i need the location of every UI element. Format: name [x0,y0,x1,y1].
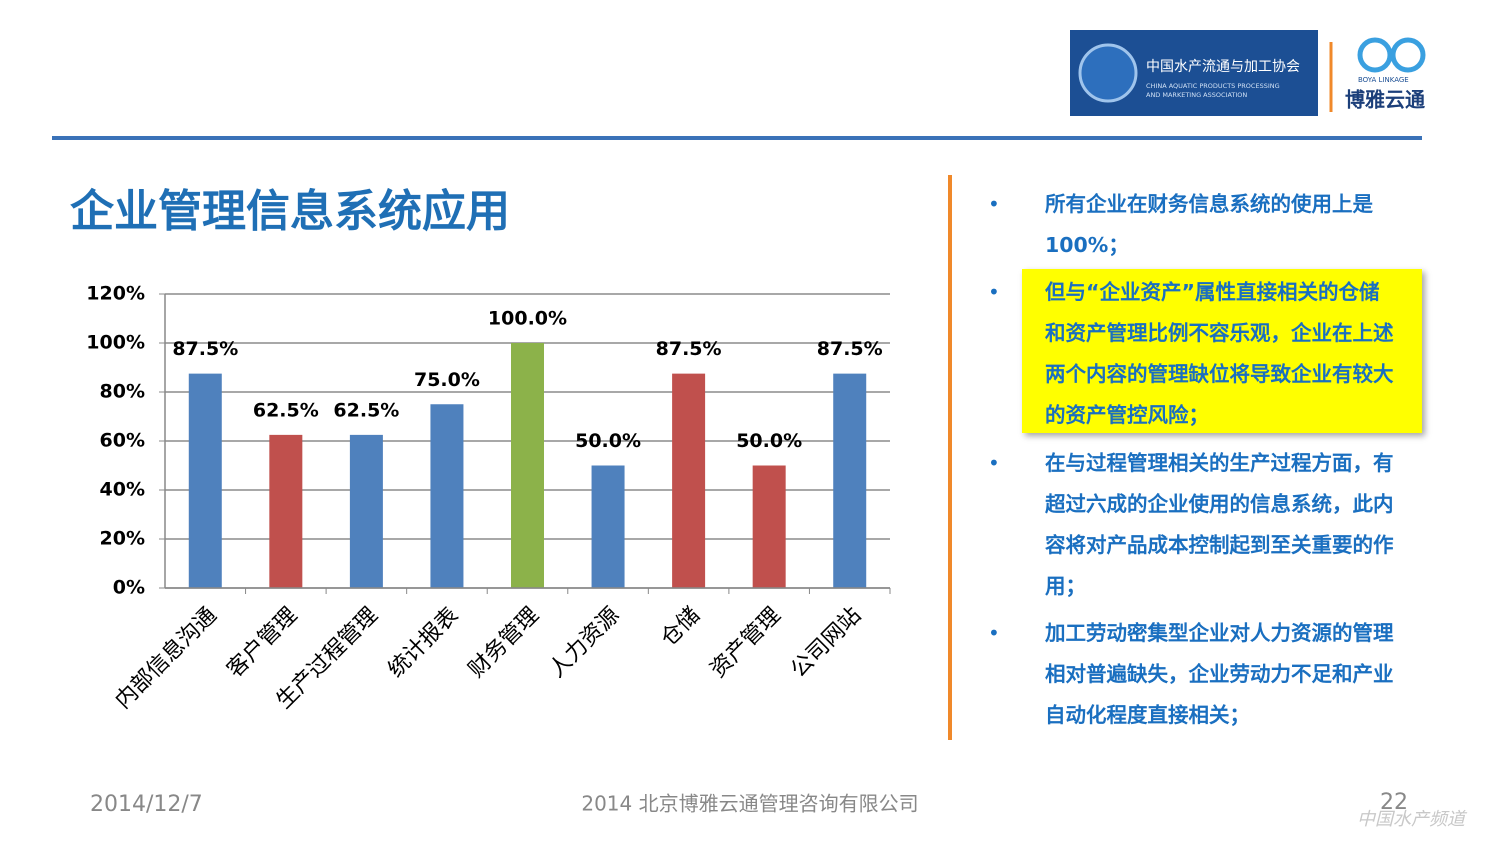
data-label: 62.5% [333,399,399,421]
brand-sub: BOYA LINKAGE [1358,76,1409,84]
bar [752,465,786,588]
x-tick-label: 内部信息沟通 [111,603,222,714]
y-tick-label: 100% [86,332,145,354]
watermark: 中国水产频道 [1357,809,1468,830]
bar [672,373,706,588]
y-tick-label: 0% [113,577,145,599]
bar [511,343,544,588]
y-tick-label: 20% [100,528,145,550]
bullet-dot: • [988,280,1000,304]
bar [349,434,383,588]
data-label: 50.0% [575,430,641,452]
bar [188,373,222,588]
data-label: 87.5% [656,338,722,360]
y-tick-label: 40% [100,479,145,501]
x-tick-label: 人力资源 [545,603,625,683]
highlight-box [1022,269,1422,433]
bullet-text: 在与过程管理相关的生产过程方面，有超过六成的企业使用的信息系统，此内容将对产品成… [1045,451,1394,598]
chart: 0% 20% 40% 60% 80% 100% 120% 内部信息沟通 87.5% 客户管理 62.… [86,283,891,714]
x-tick-label: 财务管理 [464,603,544,683]
assoc-emblem [1078,43,1138,103]
bullet-dot: • [988,192,1000,216]
footer-company: 2014 北京博雅云通管理咨询有限公司 [581,792,918,816]
x-tick-label: 客户管理 [222,603,302,683]
data-label: 100.0% [488,308,567,330]
y-tick-label: 60% [100,430,145,452]
bullet-dot: • [988,451,1000,475]
x-tick-label: 资产管理 [706,603,786,683]
bullet-text: 所有企业在财务信息系统的使用上是100%； [1045,192,1373,257]
data-label: 50.0% [736,430,802,452]
bar [430,404,464,588]
bar [591,465,625,588]
page-number: 22 [1380,790,1408,815]
data-label: 75.0% [414,369,480,391]
footer-date: 2014/12/7 [90,792,203,817]
data-label: 62.5% [253,399,319,421]
x-tick-label: 仓储 [656,603,705,652]
x-tick-label: 统计报表 [384,603,464,683]
brand-emblem [1357,37,1393,73]
bar [269,434,303,588]
bar [833,373,867,588]
assoc-name: 中国水产流通与加工协会 [1146,59,1300,75]
x-tick-label: 公司网站 [786,603,866,683]
data-label: 87.5% [172,338,238,360]
assoc-sub: AND MARKETING ASSOCIATION [1146,91,1247,99]
y-tick-label: 120% [86,283,145,305]
data-label: 87.5% [817,338,883,360]
bullet-text: 加工劳动密集型企业对人力资源的管理相对普遍缺失，企业劳动力不足和产业自动化程度直… [1045,621,1394,727]
y-tick-label: 80% [100,381,145,403]
slide-title: 企业管理信息系统应用 [70,186,510,237]
assoc-sub: CHINA AQUATIC PRODUCTS PROCESSING [1146,82,1280,90]
brand-emblem [1390,37,1426,73]
bullet-text: 但与“企业资产”属性直接相关的仓储和资产管理比例不容乐观，企业在上述两个内容的管… [1045,280,1394,427]
bullet-dot: • [988,621,1000,645]
brand-name: 博雅云通 [1345,88,1425,112]
